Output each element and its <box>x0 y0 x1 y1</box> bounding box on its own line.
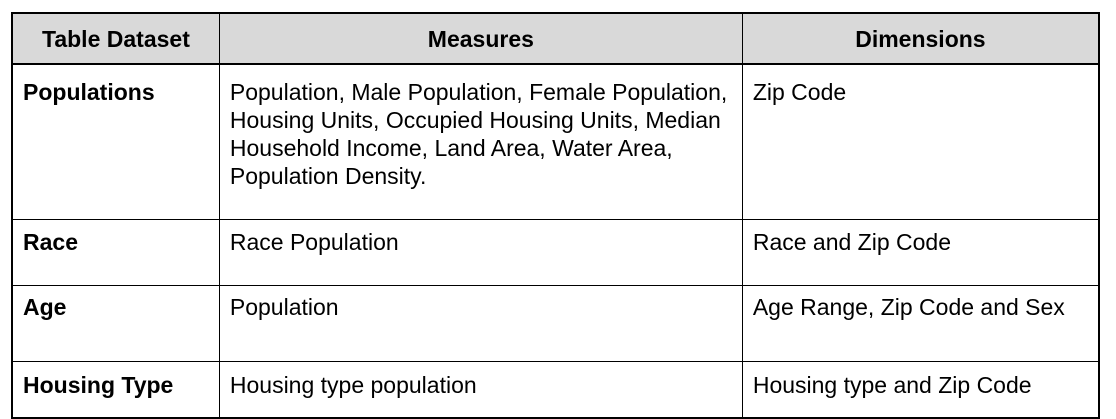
dataset-cell: Race <box>11 219 220 286</box>
dimensions-cell: Housing type and Zip Code <box>741 361 1100 419</box>
table-header: Table Dataset Measures Dimensions <box>11 12 1100 65</box>
header-row: Table Dataset Measures Dimensions <box>11 12 1100 65</box>
table-row: Age Population Age Range, Zip Code and S… <box>11 285 1100 362</box>
table-body: Populations Population, Male Population,… <box>11 63 1100 419</box>
table-row: Populations Population, Male Population,… <box>11 63 1100 220</box>
table-row: Housing Type Housing type population Hou… <box>11 361 1100 419</box>
measures-cell: Population <box>218 285 743 362</box>
dimensions-cell: Age Range, Zip Code and Sex <box>741 285 1100 362</box>
header-measures: Measures <box>218 12 743 65</box>
header-dimensions: Dimensions <box>741 12 1100 65</box>
measures-cell: Housing type population <box>218 361 743 419</box>
dimensions-cell: Race and Zip Code <box>741 219 1100 286</box>
header-table-dataset: Table Dataset <box>11 12 220 65</box>
dataset-cell: Housing Type <box>11 361 220 419</box>
datasets-table: Table Dataset Measures Dimensions Popula… <box>11 12 1100 419</box>
table-row: Race Race Population Race and Zip Code <box>11 219 1100 286</box>
dataset-cell: Age <box>11 285 220 362</box>
measures-cell: Population, Male Population, Female Popu… <box>218 63 743 220</box>
measures-cell: Race Population <box>218 219 743 286</box>
dimensions-cell: Zip Code <box>741 63 1100 220</box>
dataset-cell: Populations <box>11 63 220 220</box>
